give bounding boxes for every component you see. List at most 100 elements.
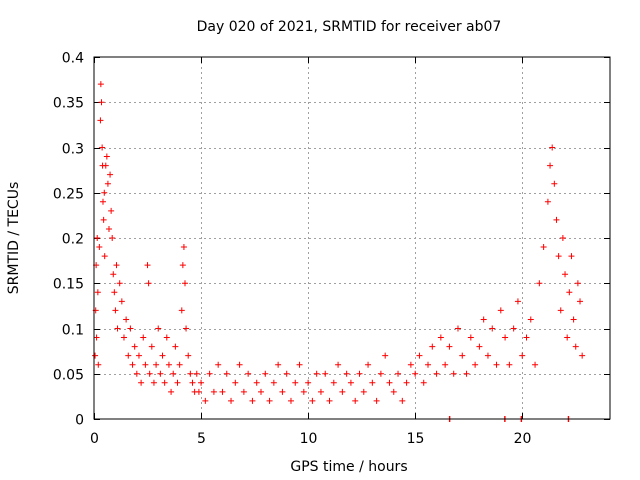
data-point — [245, 370, 252, 377]
data-point — [93, 334, 100, 341]
x-axis-label: GPS time / hours — [290, 459, 407, 475]
data-point — [180, 244, 187, 251]
data-point — [94, 235, 101, 241]
data-point — [425, 361, 432, 368]
data-point — [309, 397, 316, 404]
data-point — [420, 379, 427, 386]
data-point — [497, 307, 504, 314]
data-point — [399, 397, 406, 404]
data-point — [429, 343, 436, 350]
data-point — [532, 361, 539, 368]
data-point — [112, 307, 119, 314]
data-point — [570, 316, 577, 323]
data-point — [116, 280, 123, 287]
data-point — [437, 334, 444, 341]
data-point — [523, 334, 530, 341]
data-point — [568, 253, 575, 260]
data-point — [179, 262, 186, 269]
data-point — [185, 352, 192, 359]
data-point — [232, 379, 239, 386]
data-point — [181, 280, 188, 287]
y-tick-label: 0.15 — [53, 277, 84, 293]
data-point — [287, 397, 294, 404]
data-point — [335, 361, 342, 368]
data-point — [377, 370, 384, 377]
data-point — [352, 397, 359, 404]
data-point — [103, 153, 110, 160]
x-tick-label: 0 — [90, 431, 99, 447]
data-point — [330, 379, 337, 386]
plot-area-border — [93, 56, 611, 420]
data-point — [135, 352, 142, 359]
data-point — [153, 361, 160, 368]
data-point — [544, 198, 551, 205]
data-point — [150, 379, 157, 386]
data-point — [142, 361, 149, 368]
data-point — [170, 370, 177, 377]
data-point — [514, 298, 521, 305]
data-point — [296, 361, 303, 368]
data-point — [454, 325, 461, 332]
data-point — [562, 271, 569, 278]
data-point — [198, 379, 205, 386]
data-point — [343, 370, 350, 377]
data-point — [270, 379, 277, 386]
data-point — [506, 361, 513, 368]
grid-lines — [94, 57, 610, 419]
y-tick-label: 0.4 — [62, 51, 84, 67]
x-tick-label: 5 — [197, 431, 206, 447]
data-point — [157, 370, 164, 377]
y-tick-label: 0.25 — [53, 187, 84, 203]
data-point — [579, 352, 586, 359]
data-point — [114, 325, 121, 332]
data-point — [577, 298, 584, 305]
data-point — [446, 343, 453, 350]
data-point — [219, 388, 226, 395]
data-point — [133, 370, 140, 377]
data-point — [92, 352, 99, 359]
data-point — [98, 99, 105, 106]
data-point — [527, 316, 534, 323]
data-point — [100, 216, 107, 223]
data-point — [101, 253, 108, 260]
data-point — [519, 352, 526, 359]
data-points — [92, 81, 586, 422]
data-point — [493, 361, 500, 368]
data-point — [108, 207, 115, 214]
data-point — [365, 361, 372, 368]
x-tick-label: 20 — [514, 431, 532, 447]
data-point — [412, 370, 419, 377]
data-point — [416, 352, 423, 359]
data-point — [540, 244, 547, 251]
data-point — [369, 379, 376, 386]
data-point — [390, 388, 397, 395]
data-point — [275, 361, 282, 368]
data-point — [547, 162, 554, 169]
data-point — [183, 325, 190, 332]
x-tick-label: 15 — [407, 431, 425, 447]
data-point — [266, 397, 273, 404]
data-point — [163, 334, 170, 341]
data-point — [386, 379, 393, 386]
data-point — [360, 388, 367, 395]
data-point — [178, 307, 185, 314]
data-point — [195, 388, 202, 395]
data-point — [107, 171, 114, 178]
data-point — [144, 262, 151, 269]
data-point — [215, 361, 222, 368]
data-point — [258, 388, 265, 395]
data-point — [97, 81, 104, 88]
y-tick-label: 0.35 — [53, 96, 84, 112]
data-point — [104, 180, 111, 187]
data-point — [94, 289, 101, 296]
y-tick-label: 0.3 — [62, 142, 84, 158]
data-point — [480, 316, 487, 323]
data-point — [326, 397, 333, 404]
data-point — [210, 388, 217, 395]
data-point — [138, 379, 145, 386]
data-point — [549, 144, 556, 151]
data-point — [442, 361, 449, 368]
data-point — [403, 379, 410, 386]
data-point — [502, 334, 509, 341]
